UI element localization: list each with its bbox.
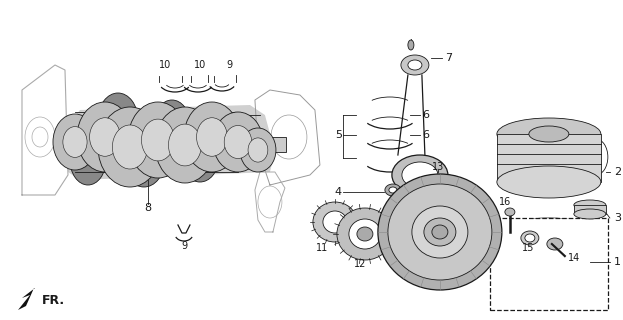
Text: 10: 10 [159,60,171,70]
Ellipse shape [408,40,414,50]
Ellipse shape [547,238,563,250]
Ellipse shape [182,138,218,182]
Ellipse shape [497,166,601,198]
Text: 15: 15 [521,243,534,253]
Ellipse shape [196,118,227,156]
Ellipse shape [213,112,263,172]
Text: 1: 1 [614,257,621,267]
Ellipse shape [574,200,606,210]
Text: 10: 10 [194,60,206,70]
Text: 16: 16 [499,197,511,207]
Ellipse shape [389,187,397,193]
Ellipse shape [529,126,569,142]
Ellipse shape [248,138,268,162]
Text: 2: 2 [614,167,621,177]
Ellipse shape [424,218,456,246]
Ellipse shape [497,118,601,150]
Ellipse shape [224,125,252,158]
Text: 13: 13 [432,162,444,172]
Ellipse shape [63,127,87,157]
Text: 7: 7 [445,53,452,63]
Text: 9: 9 [181,241,187,251]
Text: 8: 8 [145,203,151,213]
Ellipse shape [128,102,188,178]
Ellipse shape [155,107,215,183]
Ellipse shape [505,208,515,216]
Ellipse shape [248,131,268,157]
Text: 12: 12 [354,259,366,269]
Ellipse shape [412,206,468,258]
Bar [574,205,606,214]
Ellipse shape [525,234,535,242]
Ellipse shape [53,114,97,170]
Ellipse shape [521,231,539,245]
Ellipse shape [168,124,201,166]
Ellipse shape [112,125,148,169]
Ellipse shape [141,119,174,161]
Ellipse shape [392,155,448,195]
Ellipse shape [388,184,492,280]
Ellipse shape [401,55,429,75]
Text: 6: 6 [422,130,429,140]
Ellipse shape [378,174,502,290]
Polygon shape [18,288,35,310]
Bar [490,218,608,310]
Ellipse shape [408,60,422,70]
Text: 4: 4 [335,187,342,197]
Ellipse shape [385,184,401,196]
Ellipse shape [184,102,240,172]
Text: 11: 11 [316,243,328,253]
Ellipse shape [154,100,190,148]
Ellipse shape [90,118,120,156]
Ellipse shape [98,93,138,147]
Ellipse shape [77,102,133,172]
Ellipse shape [313,202,357,242]
Ellipse shape [124,137,164,187]
Text: 3: 3 [614,213,621,223]
Bar [258,137,286,152]
Ellipse shape [402,162,438,188]
Ellipse shape [337,208,393,260]
Ellipse shape [70,135,106,185]
Bar [497,134,601,182]
Ellipse shape [240,128,276,172]
Ellipse shape [357,227,373,241]
Ellipse shape [98,107,162,187]
Ellipse shape [349,219,381,249]
Text: 6: 6 [422,110,429,120]
Ellipse shape [323,211,347,233]
Polygon shape [68,105,275,180]
Ellipse shape [209,110,239,150]
Text: 5: 5 [335,130,342,140]
Ellipse shape [574,209,606,219]
Text: 14: 14 [568,253,580,263]
Text: FR.: FR. [42,293,65,307]
Ellipse shape [432,225,448,239]
Text: 9: 9 [226,60,232,70]
